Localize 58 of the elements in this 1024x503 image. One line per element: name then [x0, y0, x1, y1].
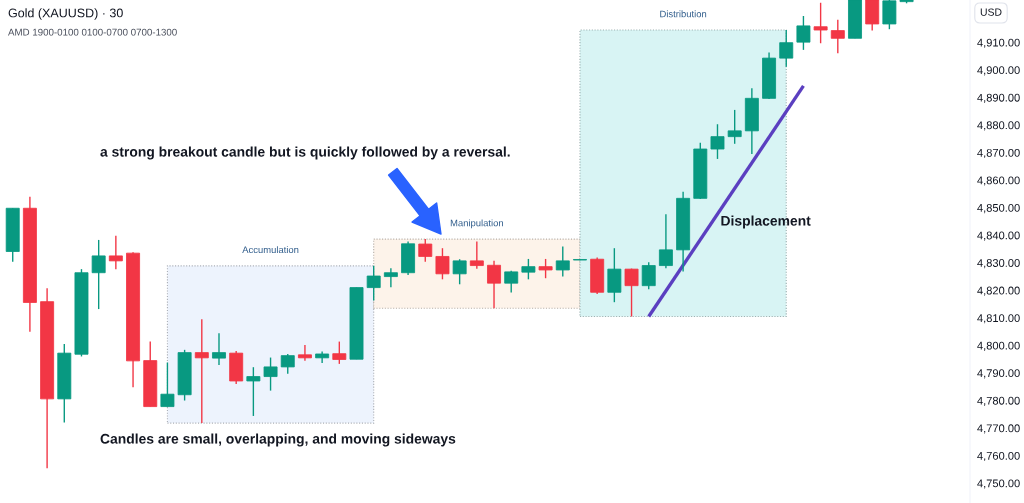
candlestick	[555, 245, 570, 278]
candlestick	[641, 261, 656, 290]
text: Gold (XAUUSD) · 30	[8, 8, 123, 20]
candlestick	[658, 213, 673, 269]
y-tick-label: 4,890.00	[977, 93, 1020, 103]
candlestick	[160, 361, 175, 408]
candlestick	[796, 15, 811, 51]
candlestick	[383, 267, 398, 289]
candlestick	[727, 109, 742, 145]
y-tick-label: 4,830.00	[977, 259, 1020, 269]
candlestick	[108, 235, 123, 270]
candlestick	[366, 265, 381, 302]
y-tick-label: 4,860.00	[977, 176, 1020, 186]
candlestick	[882, 0, 897, 30]
annotation: a strong breakout candle but is quickly followed by a reversal.	[100, 146, 510, 160]
annotation: Candles are small, overlapping, and moving sideways	[100, 433, 456, 447]
y-tick-label: 4,900.00	[977, 66, 1020, 76]
candlestick	[280, 353, 295, 375]
candlestick	[865, 0, 880, 32]
y-tick-label: 4,870.00	[977, 148, 1020, 159]
candlestick	[830, 19, 845, 54]
y-tick-label: 4,880.00	[977, 121, 1020, 131]
y-tick-label: 4,820.00	[977, 286, 1020, 296]
y-tick-label: 4,790.00	[977, 369, 1020, 379]
candlestick	[297, 344, 312, 362]
candlestick	[91, 239, 106, 310]
annotation: Manipulation	[450, 219, 503, 229]
y-tick-label: 4,760.00	[977, 451, 1020, 462]
candlestick	[813, 2, 828, 44]
candlestick	[521, 258, 536, 281]
y-tick-label: 4,770.00	[977, 424, 1020, 434]
y-axis-title: USD	[980, 8, 1002, 16]
candlestick	[624, 267, 639, 318]
candlestick	[194, 318, 209, 424]
candlestick	[263, 356, 278, 392]
y-tick-label: 4,810.00	[977, 314, 1020, 324]
candlestick	[418, 238, 433, 263]
y-tick-label: 4,800.00	[977, 341, 1020, 351]
candlestick	[246, 366, 261, 417]
y-tick-label: 4,840.00	[977, 231, 1020, 241]
candlestick	[212, 332, 226, 366]
candlestick	[607, 247, 622, 303]
candlestick	[332, 340, 347, 365]
y-tick-label: 4,850.00	[977, 203, 1020, 214]
candlestick	[779, 29, 794, 68]
candlestick	[538, 258, 553, 279]
y-tick-label: 4,750.00	[977, 479, 1020, 489]
y-tick-label: 4,780.00	[977, 396, 1020, 406]
series-label: Displacement	[721, 215, 811, 229]
text: AMD 1900-0100 0100-0700 0700-1300	[8, 28, 177, 36]
candlestick	[487, 260, 501, 309]
candlestick	[469, 240, 484, 270]
candlestick	[435, 247, 450, 281]
y-tick-label: 4,910.00	[977, 38, 1020, 48]
candlestick	[710, 123, 725, 160]
annotation: Distribution	[660, 10, 707, 18]
candlestick	[452, 258, 467, 285]
annotation: Accumulation	[242, 246, 299, 254]
